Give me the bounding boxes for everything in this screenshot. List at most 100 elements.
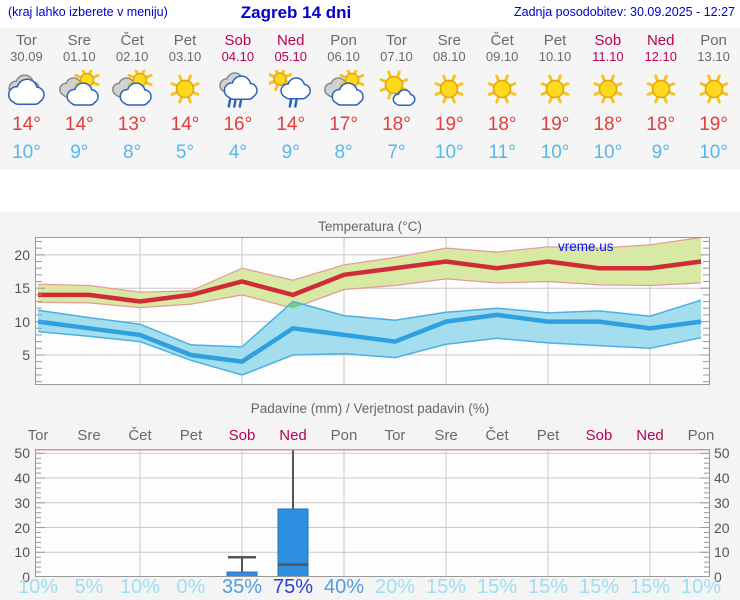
precip-probability: 35% — [221, 576, 263, 598]
day-date: 07.10 — [380, 49, 413, 64]
weather-icon-box — [427, 70, 471, 115]
day-name: Tor — [386, 32, 407, 49]
low-temp: 10° — [540, 142, 570, 163]
forecast-day-column: Sob 04.10 16° 4° — [211, 28, 264, 170]
precip-y-tick-label: 20 — [14, 520, 30, 536]
forecast-day-column: Sre 08.10 19° 10° — [423, 28, 476, 170]
high-temp: 17° — [329, 114, 358, 135]
sun-rain-icon — [267, 66, 311, 108]
vreme-us-link[interactable]: vreme.us — [558, 239, 614, 254]
forecast-day-column: Pon 13.10 19° 10° — [687, 28, 740, 170]
precip-y-tick-label: 10 — [714, 544, 730, 560]
precip-day-label: Pon — [687, 427, 715, 444]
sunny-icon — [540, 74, 570, 104]
precip-probability: 15% — [629, 576, 671, 598]
high-temp: 18° — [382, 114, 411, 135]
precipitation-chart-canvas — [35, 447, 710, 578]
weather-icon-box — [480, 70, 524, 115]
precip-probability: 15% — [425, 576, 467, 598]
low-temp: 8° — [123, 142, 142, 163]
precip-y-tick-label: 0 — [714, 569, 722, 585]
precip-probability: 20% — [374, 576, 416, 598]
precip-day-label: Tor — [384, 427, 406, 444]
precip-day-label: Pet — [179, 427, 203, 444]
day-name: Pet — [543, 32, 567, 49]
low-temp: 7° — [387, 142, 406, 163]
weather-icon-box — [692, 70, 736, 115]
temp-y-tick-label: 15 — [14, 280, 30, 296]
precip-probability: 10% — [680, 576, 722, 598]
low-temp: 9° — [70, 142, 89, 163]
forecast-day-column: Čet 09.10 18° 11° — [476, 28, 529, 170]
high-temp: 18° — [646, 114, 676, 135]
precip-y-tick-label: 30 — [14, 495, 30, 511]
day-date: 04.10 — [221, 49, 255, 64]
precip-day-label: Sob — [228, 427, 256, 444]
high-temp: 14° — [170, 114, 200, 135]
day-name: Pet — [173, 32, 197, 49]
weather-icon-box — [639, 70, 683, 115]
high-temp: 16° — [223, 114, 253, 135]
day-name: Čet — [490, 32, 514, 49]
low-temp: 5° — [175, 142, 195, 163]
low-temp: 10° — [12, 142, 41, 163]
sunny-icon — [593, 74, 623, 104]
high-temp: 13° — [117, 114, 147, 135]
precip-y-tick-label: 40 — [714, 470, 730, 486]
high-temp: 14° — [276, 114, 306, 135]
sunny-icon — [646, 74, 676, 104]
day-date: 01.10 — [63, 49, 96, 64]
sunny-icon — [434, 74, 464, 104]
day-name: Sre — [67, 32, 91, 49]
high-temp: 19° — [699, 114, 728, 135]
precip-chart-title: Padavine (mm) / Verjetnost padavin (%) — [250, 401, 490, 416]
temperature-chart-title: Temperatura (°C) — [318, 219, 422, 234]
weather-icon-box — [216, 70, 260, 115]
low-temp: 10° — [699, 142, 728, 163]
day-date: 13.10 — [697, 49, 730, 64]
low-temp: 9° — [651, 142, 670, 163]
weather-icon-box — [374, 70, 418, 115]
partly-icon — [323, 67, 365, 106]
forecast-day-column: Sre 01.10 14° 9° — [53, 28, 106, 170]
temp-y-tick-label: 5 — [22, 347, 30, 363]
high-temp: 18° — [487, 114, 517, 135]
forecast-day-column: Tor 30.09 14° 10° — [0, 28, 53, 170]
weather-icon-box — [322, 67, 366, 115]
weather-icon-box — [57, 67, 101, 115]
forecast-strip: Tor 30.09 14° 10° Sre 01.10 14° 9° Čet 02.10 13° 8°… — [0, 28, 740, 170]
forecast-day-column: Pet 03.10 14° 5° — [159, 28, 212, 170]
sunny-icon — [487, 74, 517, 104]
precip-y-tick-label: 50 — [714, 445, 730, 461]
location-hint: (kraj lahko izberete v meniju) — [8, 5, 168, 19]
weather-icon-box — [533, 70, 577, 115]
weather-icon-box — [110, 67, 154, 115]
forecast-day-column: Čet 02.10 13° 8° — [106, 28, 159, 170]
day-date: 02.10 — [115, 49, 149, 64]
precip-probability: 15% — [527, 576, 569, 598]
high-temp: 18° — [593, 114, 623, 135]
day-name: Sob — [594, 32, 622, 49]
precip-day-label: Čet — [128, 427, 152, 444]
precip-day-label: Tor — [27, 427, 49, 444]
precip-y-tick-label: 50 — [14, 445, 30, 461]
low-temp: 10° — [434, 142, 464, 163]
page-title: Zagreb 14 dni — [240, 3, 352, 22]
precip-day-label: Ned — [279, 427, 307, 444]
precip-day-label: Ned — [636, 427, 664, 444]
precip-day-label: Sob — [585, 427, 613, 444]
day-date: 12.10 — [644, 49, 677, 64]
precip-y-tick-label: 10 — [14, 544, 30, 560]
low-temp: 9° — [281, 142, 300, 163]
precip-y-tick-label: 20 — [714, 520, 730, 536]
sunny-icon — [170, 74, 200, 104]
forecast-day-column: Ned 12.10 18° 9° — [634, 28, 687, 170]
precip-day-label: Sre — [77, 427, 101, 444]
day-date: 11.10 — [592, 49, 624, 64]
partly-icon — [112, 67, 153, 106]
day-name: Pon — [700, 32, 727, 49]
forecast-day-column: Pet 10.10 19° 10° — [529, 28, 582, 170]
precip-probability: 0% — [176, 576, 206, 598]
partly-icon — [59, 67, 100, 106]
